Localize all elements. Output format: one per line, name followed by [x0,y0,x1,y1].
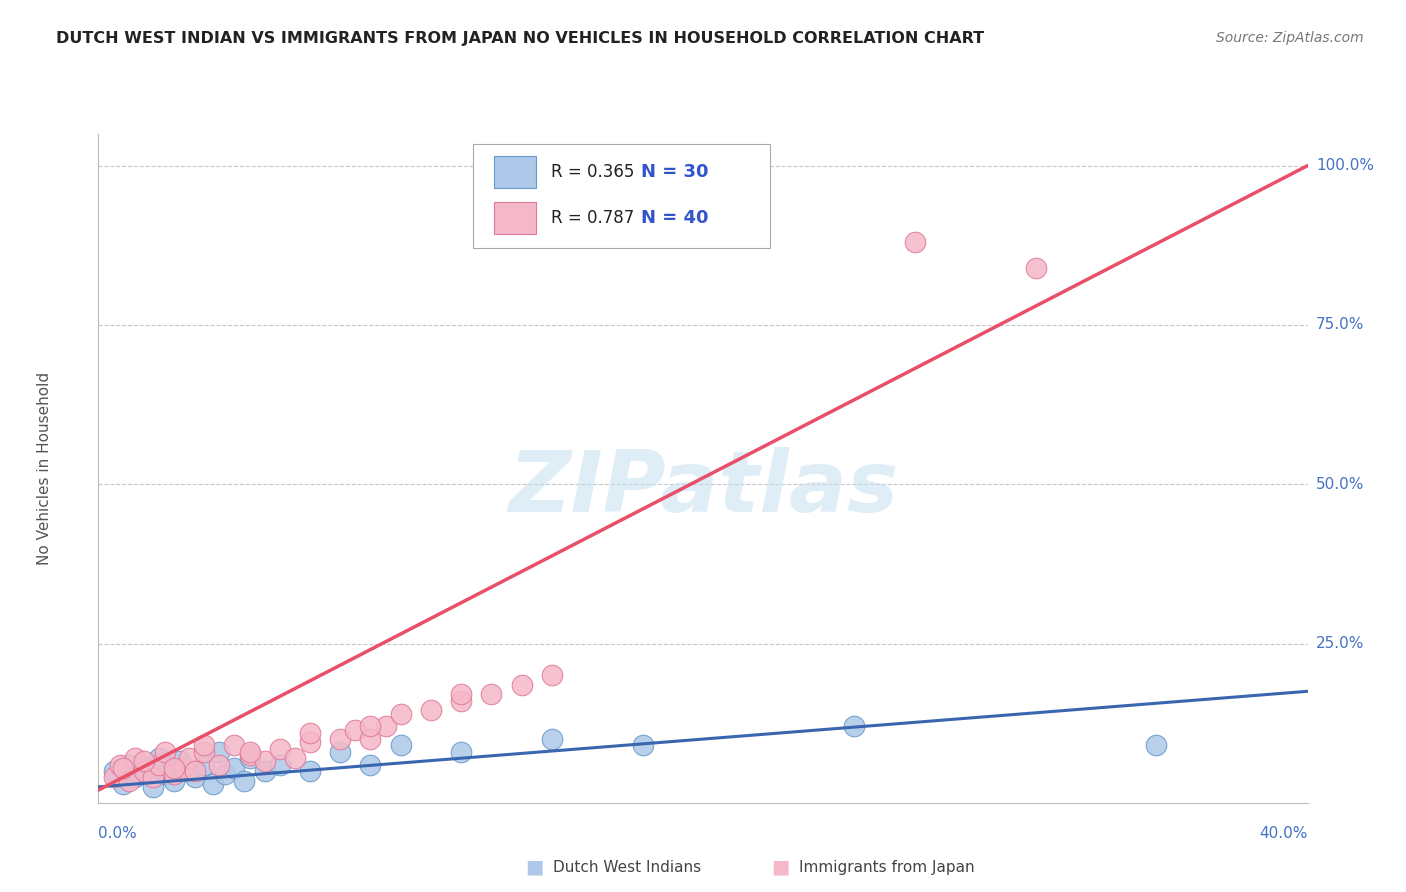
Point [132,764,155,778]
Point [224,739,246,753]
Point [177,751,201,765]
Point [193,757,215,772]
Point [239,747,262,762]
Point [148,757,170,772]
Point [193,739,215,753]
Text: 50.0%: 50.0% [1316,476,1364,491]
Text: No Vehicles in Household: No Vehicles in Household [37,372,52,565]
Point [299,764,322,778]
Point [148,751,170,765]
Point [142,780,165,794]
Point [132,761,155,775]
Point [232,773,254,788]
Point [540,668,562,682]
Point [103,770,125,784]
Text: DUTCH WEST INDIAN VS IMMIGRANTS FROM JAPAN NO VEHICLES IN HOUSEHOLD CORRELATION : DUTCH WEST INDIAN VS IMMIGRANTS FROM JAP… [56,31,984,46]
Point [904,235,927,249]
Point [299,725,322,739]
Point [450,745,472,759]
Point [389,706,412,721]
Point [344,723,367,737]
Point [269,757,291,772]
Point [360,719,382,733]
Point [284,751,307,765]
Point [163,761,186,775]
Point [1024,260,1046,275]
Point [208,757,231,772]
Point [224,761,246,775]
Text: Source: ZipAtlas.com: Source: ZipAtlas.com [1216,31,1364,45]
Point [132,755,155,769]
FancyBboxPatch shape [474,144,769,248]
Point [103,764,125,778]
Point [202,777,225,791]
Point [153,767,176,781]
Point [239,745,262,759]
Point [124,770,146,784]
Point [450,694,472,708]
Text: 75.0%: 75.0% [1316,318,1364,333]
Point [253,755,276,769]
Point [329,732,352,747]
Point [253,764,276,778]
Text: ■: ■ [770,857,790,877]
Point [374,719,396,733]
Text: R = 0.365: R = 0.365 [551,163,634,181]
Text: ■: ■ [524,857,544,877]
Point [540,732,562,747]
Point [169,755,191,769]
Text: N = 30: N = 30 [641,163,709,181]
Point [177,764,201,778]
Text: R = 0.787: R = 0.787 [551,210,634,227]
Text: ZIPatlas: ZIPatlas [508,447,898,530]
Point [239,751,262,765]
Point [111,761,134,775]
Point [419,703,441,717]
Point [844,719,866,733]
Point [163,767,186,781]
Bar [494,156,536,188]
Text: 100.0%: 100.0% [1316,158,1374,173]
Point [360,732,382,747]
Point [299,735,322,749]
Point [111,777,134,791]
Text: 40.0%: 40.0% [1260,826,1308,841]
Text: Immigrants from Japan: Immigrants from Japan [799,860,974,874]
Bar [494,202,536,235]
Point [1144,739,1167,753]
Point [184,764,207,778]
Point [124,751,146,765]
Point [193,745,215,759]
Point [208,745,231,759]
Point [360,757,382,772]
Point [329,745,352,759]
Point [118,773,141,788]
Point [142,770,165,784]
Point [214,767,236,781]
Point [450,688,472,702]
Point [184,770,207,784]
Point [481,688,503,702]
Point [389,739,412,753]
Point [510,678,533,692]
Point [631,739,654,753]
Point [172,761,194,775]
Text: Dutch West Indians: Dutch West Indians [553,860,700,874]
Point [163,773,186,788]
Text: N = 40: N = 40 [641,210,709,227]
Point [118,757,141,772]
Point [108,757,131,772]
Text: 25.0%: 25.0% [1316,636,1364,651]
Point [153,745,176,759]
Point [269,741,291,756]
Text: 0.0%: 0.0% [98,826,138,841]
